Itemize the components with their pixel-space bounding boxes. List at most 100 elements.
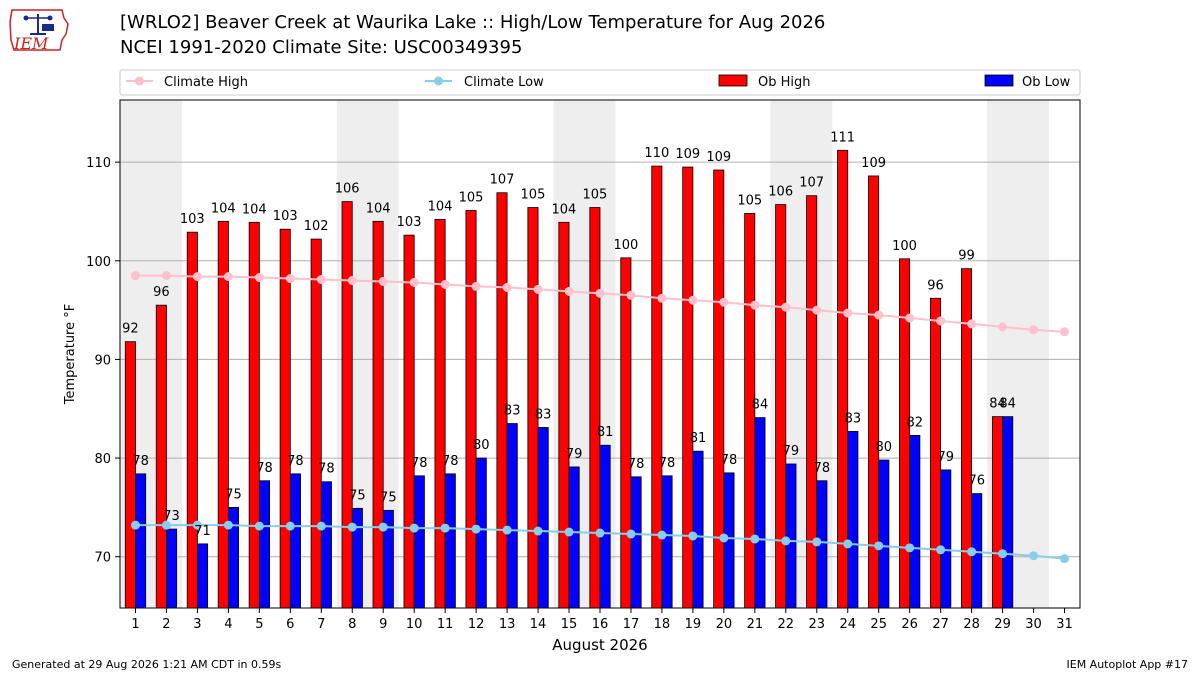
ob-low-label: 80 <box>473 438 490 453</box>
ob-low-label: 81 <box>690 431 707 446</box>
ob-low-label: 84 <box>752 398 769 413</box>
legend-label-ob-low: Ob Low <box>1022 75 1071 90</box>
climate-low-point <box>502 525 512 535</box>
ob-high-label: 105 <box>459 190 484 205</box>
climate-high-point <box>688 295 698 305</box>
logo-text: IEM <box>13 34 49 53</box>
ob-low-label: 78 <box>659 456 676 471</box>
legend: Climate High Climate Low Ob High Ob Low <box>119 69 1081 96</box>
x-tick-label: 31 <box>1056 617 1073 632</box>
ob-low-bar <box>444 473 456 609</box>
ob-low-label: 78 <box>442 454 459 469</box>
climate-low-point <box>843 539 853 549</box>
ob-low-bar <box>909 434 921 609</box>
ob-high-bar <box>713 169 725 609</box>
x-tick-label: 8 <box>348 617 356 632</box>
climate-high-point <box>347 276 357 286</box>
x-tick-label: 11 <box>437 617 454 632</box>
x-tick-label: 9 <box>379 617 387 632</box>
ob-low-label: 75 <box>349 488 366 503</box>
climate-high-point <box>533 284 543 294</box>
ob-high-label: 103 <box>397 215 422 230</box>
ob-high-bar <box>465 210 477 609</box>
x-tick-label: 7 <box>317 617 325 632</box>
x-tick-label: 4 <box>224 617 232 632</box>
climate-high-point <box>626 290 636 300</box>
climate-high-point <box>564 286 574 296</box>
climate-high-point <box>409 277 419 287</box>
climate-high-point <box>316 275 326 285</box>
ob-high-bar <box>279 228 291 609</box>
x-tick-label: 14 <box>530 617 547 632</box>
ob-high-label: 100 <box>613 238 638 253</box>
ob-high-bar <box>310 238 322 609</box>
ob-high-label: 103 <box>273 209 298 224</box>
climate-low-point <box>564 527 574 537</box>
x-tick-label: 27 <box>932 617 949 632</box>
iem-logo: IEM <box>9 9 69 53</box>
ob-low-label: 78 <box>287 454 304 469</box>
ob-low-label: 78 <box>814 461 831 476</box>
climate-high-point <box>905 313 915 323</box>
ob-high-bar <box>682 166 694 609</box>
climate-high-point <box>161 271 171 281</box>
climate-high-point <box>812 305 822 315</box>
ob-high-label: 96 <box>927 278 944 293</box>
ob-high-label: 111 <box>830 130 855 145</box>
climate-low-point <box>161 520 171 530</box>
ob-high-label: 104 <box>428 199 453 214</box>
ob-low-bar <box>537 427 549 609</box>
ob-low-label: 75 <box>380 490 397 505</box>
x-tick-label: 30 <box>1025 617 1042 632</box>
ob-high-label: 99 <box>958 249 975 264</box>
ob-high-bar <box>651 165 663 609</box>
climate-low-point <box>998 549 1008 559</box>
legend-frame <box>119 69 1081 96</box>
climate-high-point <box>843 308 853 318</box>
weather-station-icon <box>23 14 54 35</box>
climate-high-point <box>750 300 760 310</box>
climate-low-point <box>688 531 698 541</box>
ob-low-label: 78 <box>256 461 273 476</box>
x-tick-label: 13 <box>499 617 516 632</box>
climate-high-point <box>719 297 729 307</box>
y-axis-label: Temperature °F <box>63 304 78 405</box>
ob-high-label: 92 <box>122 322 139 337</box>
climate-high-point <box>936 316 946 326</box>
climate-high-point <box>502 282 512 292</box>
y-tick-label: 90 <box>94 353 111 368</box>
ob-high-bar <box>775 204 787 609</box>
ob-low-label: 78 <box>721 453 738 468</box>
ob-high-bar <box>186 231 198 609</box>
ob-high-label: 103 <box>180 212 205 227</box>
ob-low-bar <box>1002 416 1014 609</box>
ob-high-label: 104 <box>211 201 236 216</box>
climate-low-point <box>347 522 357 532</box>
ob-low-label: 83 <box>535 407 552 422</box>
ob-low-bar <box>661 475 673 609</box>
ob-low-bar <box>413 475 425 609</box>
ob-low-label: 78 <box>628 457 645 472</box>
climate-low-point <box>626 529 636 539</box>
ob-high-label: 106 <box>335 182 360 197</box>
legend-item-ob-high: Ob High <box>718 74 811 90</box>
climate-low-point <box>223 520 233 530</box>
climate-high-point <box>595 288 605 298</box>
bars <box>124 149 1014 609</box>
climate-low-point <box>471 524 481 534</box>
climate-low-point <box>130 520 140 530</box>
ob-low-label: 84 <box>999 397 1016 412</box>
x-tick-label: 23 <box>809 617 826 632</box>
ob-low-bar <box>258 480 270 609</box>
ob-low-label: 71 <box>194 524 211 539</box>
ob-low-bar <box>692 450 704 609</box>
y-tick-label: 80 <box>94 452 111 467</box>
climate-high-point <box>967 319 977 329</box>
climate-high-point <box>1029 325 1039 335</box>
climate-low-point <box>409 523 419 533</box>
ob-low-label: 83 <box>845 411 862 426</box>
x-tick-label: 19 <box>685 617 702 632</box>
ob-low-label: 79 <box>566 447 583 462</box>
x-tick-label: 29 <box>994 617 1011 632</box>
